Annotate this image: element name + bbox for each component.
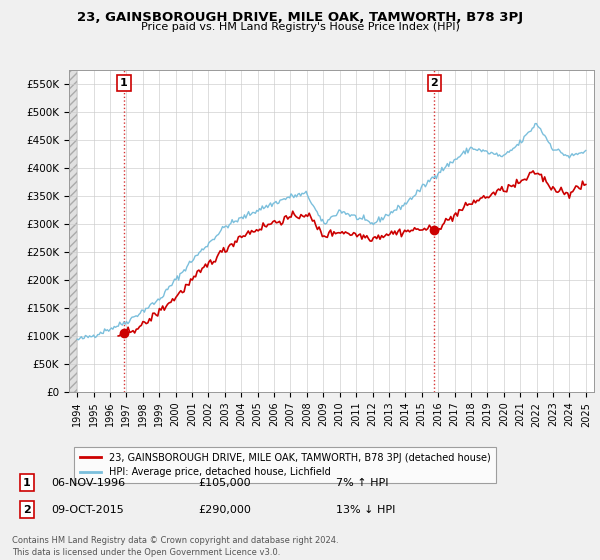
Text: 7% ↑ HPI: 7% ↑ HPI: [336, 478, 389, 488]
Text: 2: 2: [430, 78, 438, 88]
Text: 1: 1: [120, 78, 128, 88]
Text: Price paid vs. HM Land Registry's House Price Index (HPI): Price paid vs. HM Land Registry's House …: [140, 22, 460, 32]
Text: 09-OCT-2015: 09-OCT-2015: [51, 505, 124, 515]
Text: 1: 1: [23, 478, 31, 488]
Text: 13% ↓ HPI: 13% ↓ HPI: [336, 505, 395, 515]
Text: £290,000: £290,000: [198, 505, 251, 515]
Text: £105,000: £105,000: [198, 478, 251, 488]
Text: 23, GAINSBOROUGH DRIVE, MILE OAK, TAMWORTH, B78 3PJ: 23, GAINSBOROUGH DRIVE, MILE OAK, TAMWOR…: [77, 11, 523, 24]
Text: 06-NOV-1996: 06-NOV-1996: [51, 478, 125, 488]
Legend: 23, GAINSBOROUGH DRIVE, MILE OAK, TAMWORTH, B78 3PJ (detached house), HPI: Avera: 23, GAINSBOROUGH DRIVE, MILE OAK, TAMWOR…: [74, 447, 496, 483]
Text: Contains HM Land Registry data © Crown copyright and database right 2024.
This d: Contains HM Land Registry data © Crown c…: [12, 536, 338, 557]
Text: 2: 2: [23, 505, 31, 515]
